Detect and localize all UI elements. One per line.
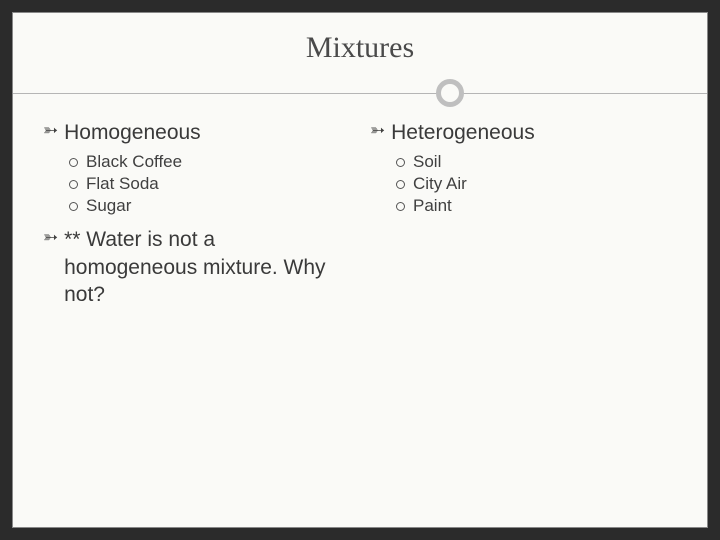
list-item: Sugar: [69, 196, 350, 216]
circle-bullet-icon: [69, 158, 78, 167]
right-heading: Heterogeneous: [391, 119, 535, 146]
left-heading-row: ➳ Homogeneous: [43, 119, 350, 146]
circle-bullet-icon: [69, 202, 78, 211]
left-heading: Homogeneous: [64, 119, 201, 146]
list-item-label: Sugar: [86, 196, 131, 216]
circle-bullet-icon: [396, 158, 405, 167]
list-item: Paint: [396, 196, 677, 216]
list-item-label: Black Coffee: [86, 152, 182, 172]
list-item: Black Coffee: [69, 152, 350, 172]
left-note: ** Water is not a homogeneous mixture. W…: [64, 226, 350, 308]
divider-ring-icon: [436, 79, 464, 107]
content-columns: ➳ Homogeneous Black Coffee Flat Soda Sug…: [43, 119, 677, 314]
swirl-bullet-icon: ➳: [370, 119, 385, 142]
right-sublist: Soil City Air Paint: [396, 152, 677, 216]
list-item-label: Soil: [413, 152, 441, 172]
divider-line: [13, 93, 707, 94]
circle-bullet-icon: [69, 180, 78, 189]
list-item-label: Paint: [413, 196, 452, 216]
circle-bullet-icon: [396, 180, 405, 189]
list-item-label: City Air: [413, 174, 467, 194]
left-column: ➳ Homogeneous Black Coffee Flat Soda Sug…: [43, 119, 350, 314]
divider: [43, 79, 677, 109]
swirl-bullet-icon: ➳: [43, 226, 58, 249]
circle-bullet-icon: [396, 202, 405, 211]
right-column: ➳ Heterogeneous Soil City Air Paint: [370, 119, 677, 314]
list-item: Flat Soda: [69, 174, 350, 194]
list-item-label: Flat Soda: [86, 174, 159, 194]
slide: Mixtures ➳ Homogeneous Black Coffee Flat…: [12, 12, 708, 528]
list-item: City Air: [396, 174, 677, 194]
slide-title: Mixtures: [43, 31, 677, 65]
right-heading-row: ➳ Heterogeneous: [370, 119, 677, 146]
left-sublist: Black Coffee Flat Soda Sugar: [69, 152, 350, 216]
list-item: Soil: [396, 152, 677, 172]
swirl-bullet-icon: ➳: [43, 119, 58, 142]
left-note-row: ➳ ** Water is not a homogeneous mixture.…: [43, 226, 350, 308]
